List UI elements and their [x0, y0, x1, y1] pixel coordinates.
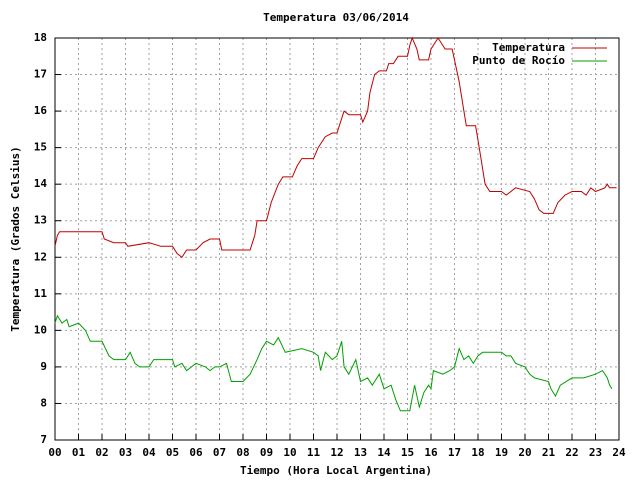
x-tick-label: 11: [307, 446, 321, 459]
y-axis-label: Temperatura (Grados Celsius): [9, 146, 22, 331]
legend-label: Temperatura: [492, 41, 565, 54]
y-tick-label: 17: [34, 68, 47, 81]
x-tick-label: 09: [260, 446, 273, 459]
x-tick-label: 01: [72, 446, 86, 459]
x-tick-label: 06: [189, 446, 203, 459]
x-tick-label: 14: [377, 446, 391, 459]
data-line: [54, 36, 617, 259]
x-tick-label: 15: [401, 446, 414, 459]
x-tick-label: 17: [448, 446, 461, 459]
x-tick-label: 12: [330, 446, 343, 459]
x-tick-label: 24: [612, 446, 626, 459]
y-tick-label: 7: [40, 433, 47, 446]
y-tick-label: 12: [34, 250, 47, 263]
y-tick-label: 11: [34, 287, 48, 300]
x-tick-label: 19: [495, 446, 508, 459]
x-tick-label: 08: [236, 446, 249, 459]
y-tick-label: 15: [34, 141, 47, 154]
data-line: [54, 314, 613, 412]
y-tick-label: 16: [34, 104, 48, 117]
y-tick-label: 13: [34, 214, 47, 227]
legend-label: Punto de Rocío: [472, 54, 565, 67]
x-tick-label: 22: [565, 446, 578, 459]
chart-title: Temperatura 03/06/2014: [263, 11, 409, 24]
y-tick-label: 18: [34, 31, 47, 44]
x-tick-label: 04: [142, 446, 156, 459]
x-tick-label: 00: [48, 446, 61, 459]
x-tick-label: 16: [424, 446, 438, 459]
x-tick-label: 13: [354, 446, 367, 459]
x-tick-label: 10: [283, 446, 296, 459]
x-tick-label: 05: [166, 446, 179, 459]
x-tick-label: 07: [213, 446, 226, 459]
x-tick-label: 18: [471, 446, 484, 459]
x-tick-label: 02: [95, 446, 108, 459]
x-axis-label: Tiempo (Hora Local Argentina): [240, 464, 432, 477]
x-tick-label: 03: [119, 446, 132, 459]
y-tick-label: 8: [40, 396, 47, 409]
x-tick-label: 20: [518, 446, 531, 459]
y-tick-label: 10: [34, 323, 47, 336]
y-tick-label: 9: [40, 360, 47, 373]
x-tick-label: 23: [589, 446, 602, 459]
y-tick-label: 14: [34, 177, 48, 190]
x-tick-label: 21: [542, 446, 556, 459]
plot-border: [54, 37, 620, 441]
